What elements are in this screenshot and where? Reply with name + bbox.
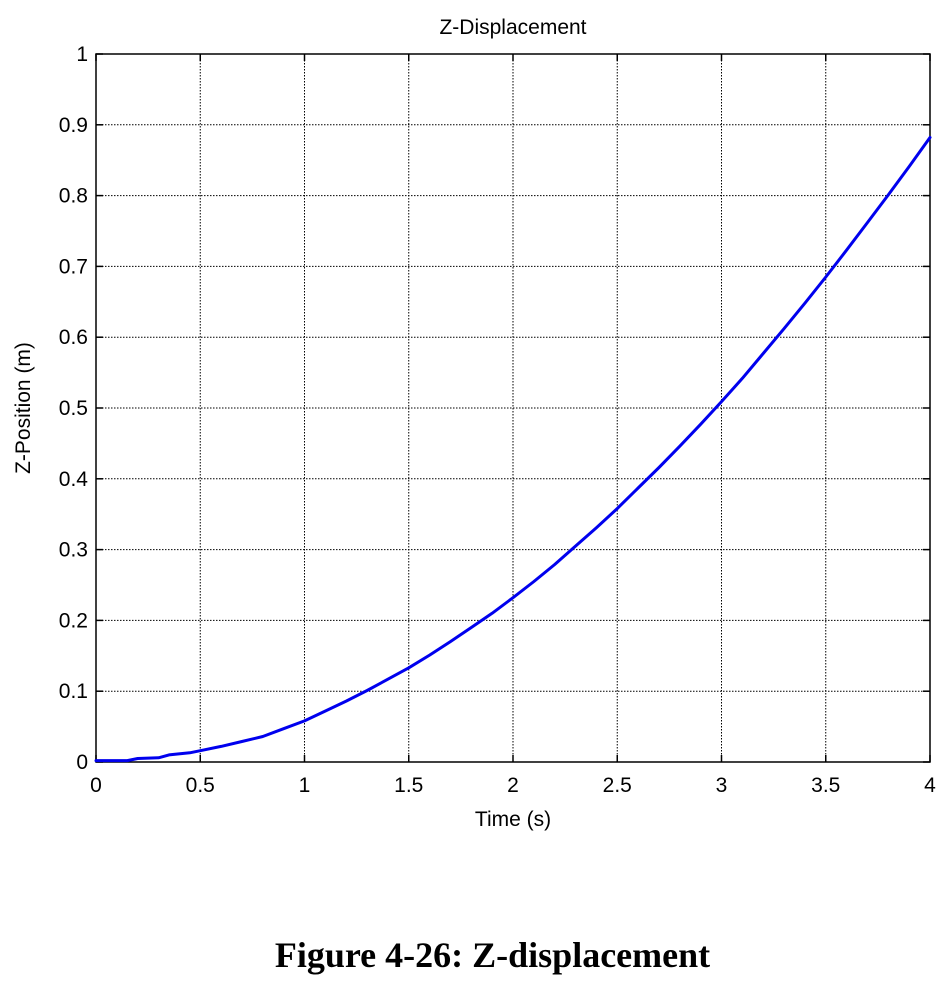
y-tick-label: 0.8 (59, 185, 88, 208)
x-tick-label: 1.5 (394, 774, 423, 797)
x-tick-label: 0 (90, 774, 102, 797)
y-tick-label: 0.7 (59, 255, 88, 278)
y-tick-label: 0.1 (59, 680, 88, 703)
y-tick-label: 0 (76, 751, 88, 774)
y-tick-label: 0.5 (59, 397, 88, 420)
y-tick-label: 0.4 (59, 468, 89, 491)
x-tick-label: 0.5 (186, 774, 215, 797)
tick-marks (95, 53, 931, 763)
y-axis-label: Z-Position (m) (12, 342, 35, 474)
y-tick-label: 0.2 (59, 609, 88, 632)
y-tick-labels: 0 0.1 0.2 0.3 0.4 0.5 0.6 0.7 0.8 0.9 1 (59, 43, 89, 774)
grid-lines (96, 54, 930, 762)
x-tick-label: 4 (924, 774, 936, 797)
y-tick-label: 0.6 (59, 326, 88, 349)
z-displacement-chart: 0 0.5 1 1.5 2 2.5 3 3.5 4 0 0.1 0.2 0.3 0.4 0.5 0.6 0.7… (12, 16, 936, 831)
x-tick-label: 3 (716, 774, 728, 797)
x-axis-label: Time (s) (475, 808, 551, 831)
z-position-series-line (94, 136, 932, 763)
x-tick-labels: 0 0.5 1 1.5 2 2.5 3 3.5 4 (90, 774, 936, 797)
chart-title: Z-Displacement (439, 16, 586, 39)
x-tick-label: 1 (299, 774, 311, 797)
y-tick-label: 0.3 (59, 539, 88, 562)
figure-caption: Figure 4-26: Z-displacement (274, 935, 711, 975)
y-tick-label: 1 (76, 43, 88, 66)
x-tick-label: 2 (507, 774, 519, 797)
x-tick-label: 2.5 (603, 774, 632, 797)
y-tick-label: 0.9 (59, 114, 88, 137)
x-tick-label: 3.5 (811, 774, 840, 797)
